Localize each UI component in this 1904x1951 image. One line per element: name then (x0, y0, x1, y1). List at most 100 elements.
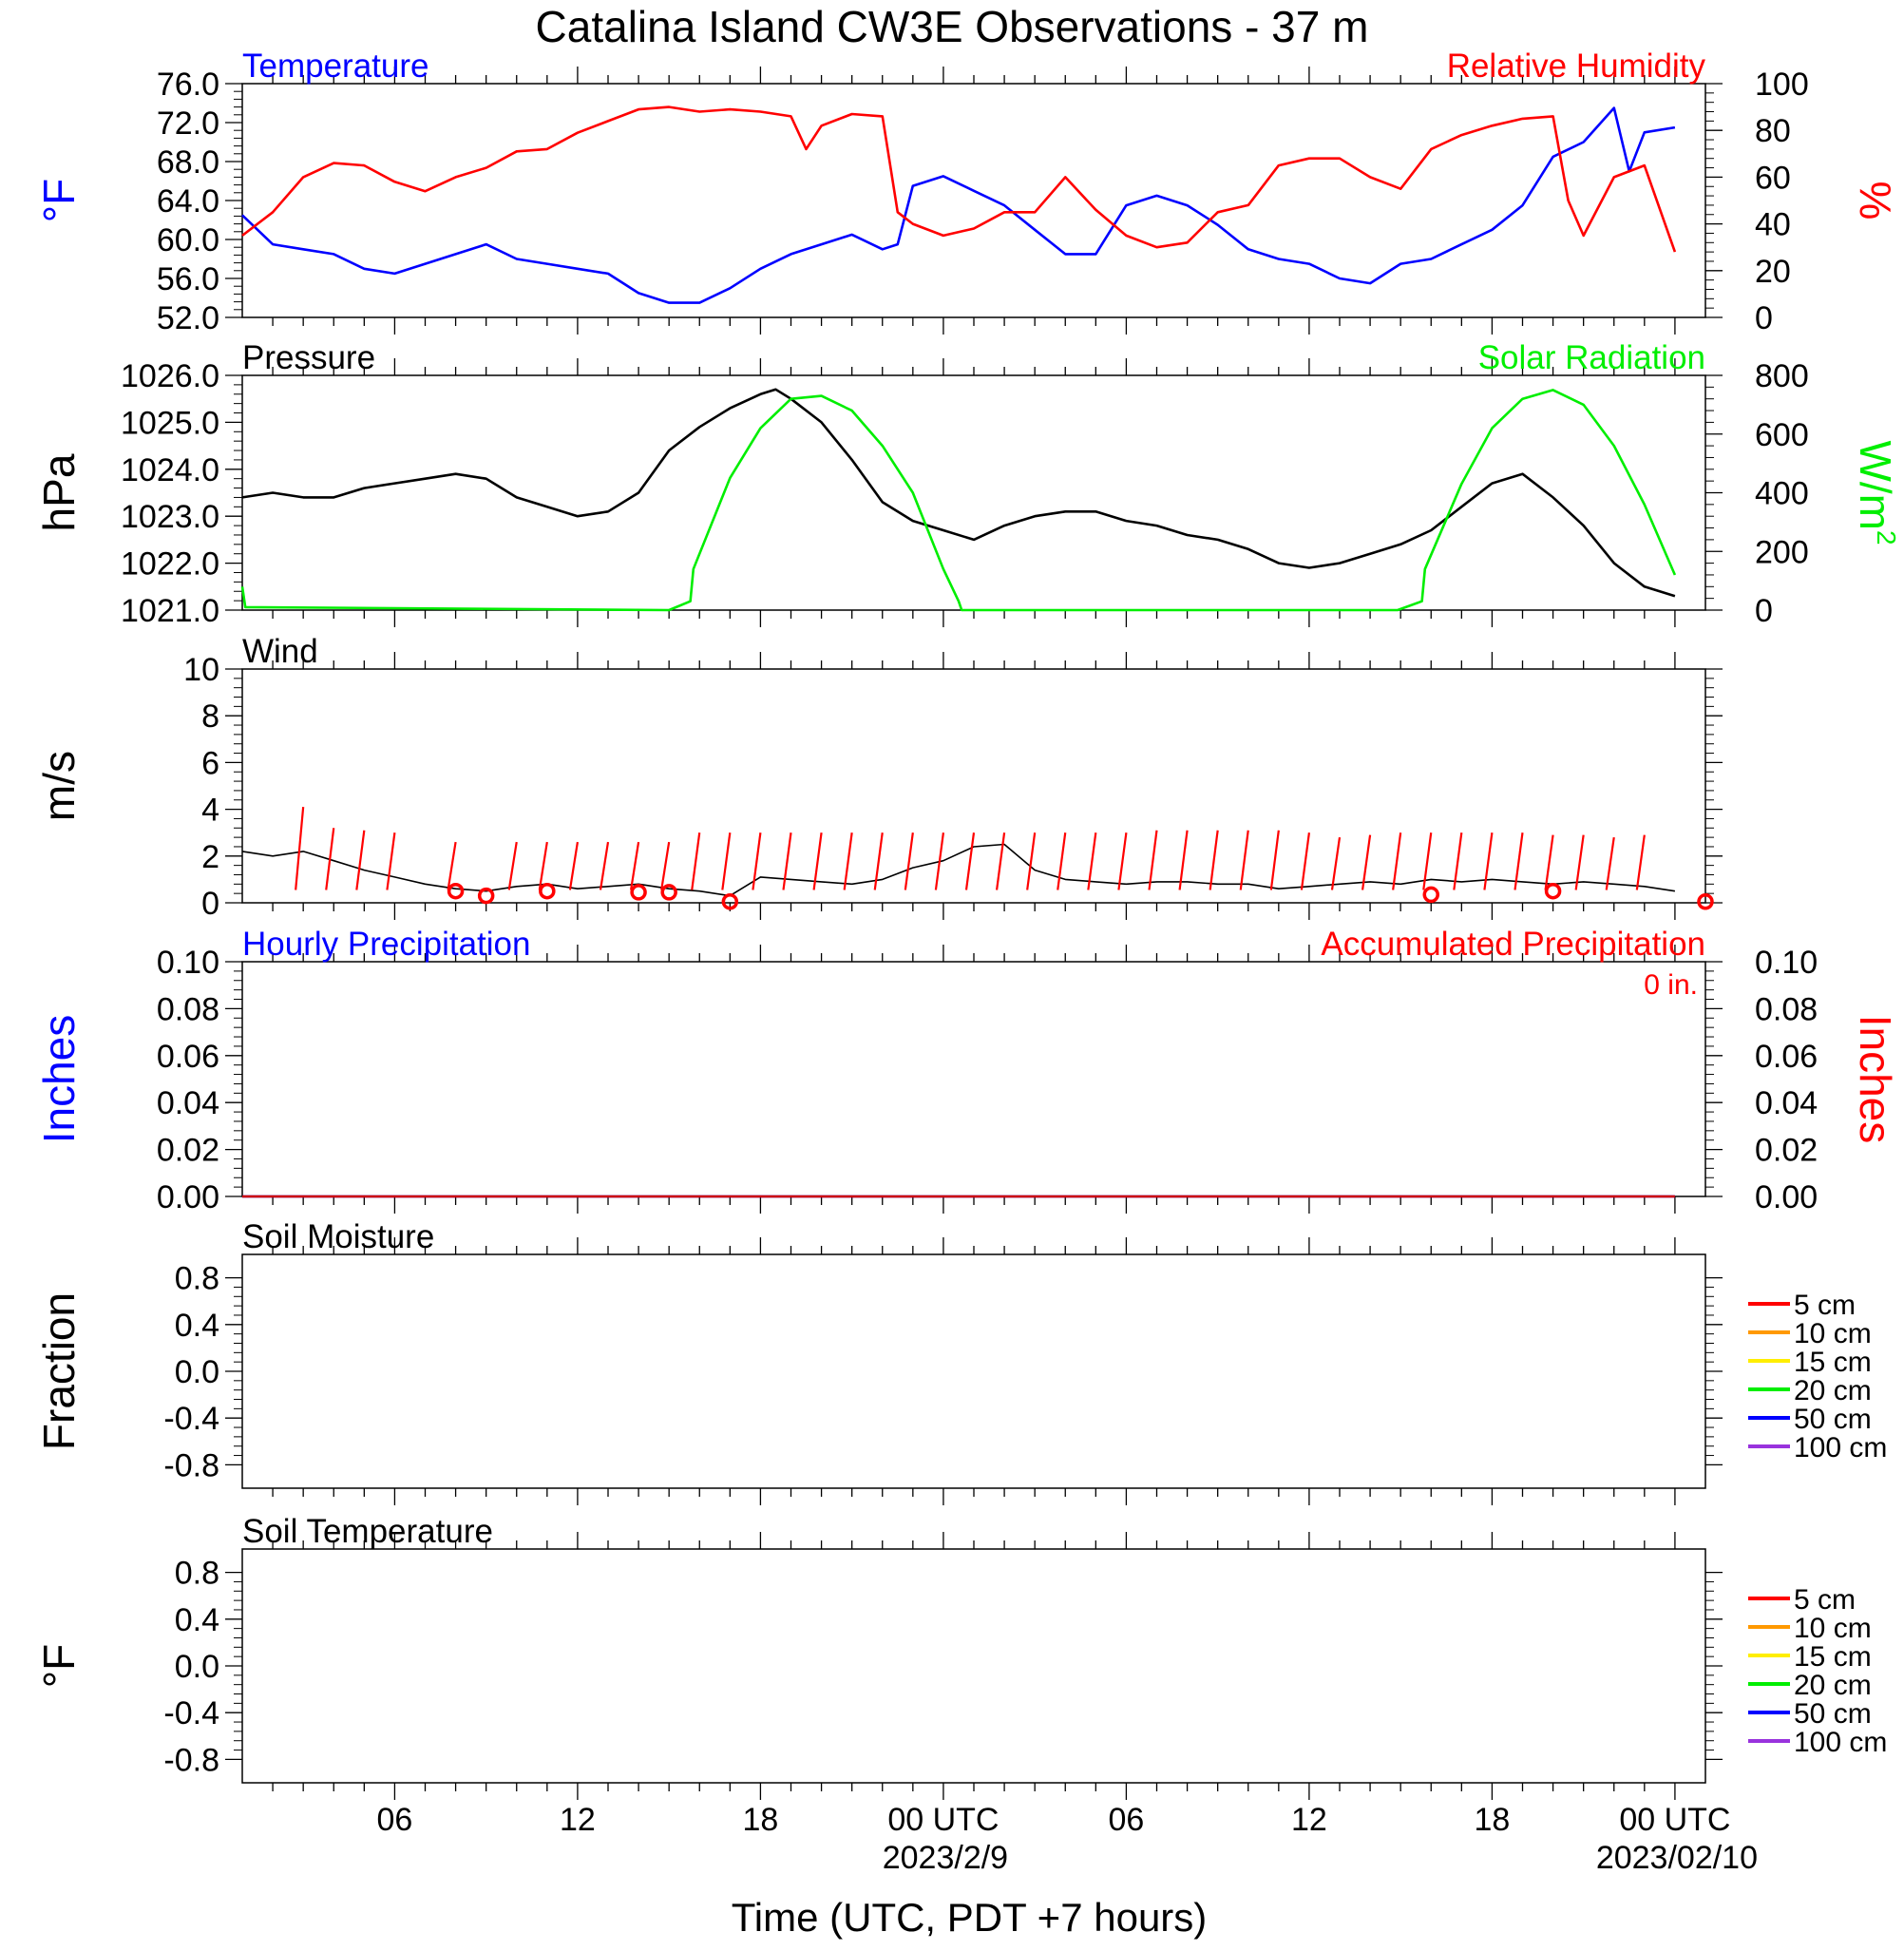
y-tick-label: 0.8 (175, 1556, 219, 1592)
wind-barb (386, 832, 396, 890)
panel-title-right: Accumulated Precipitation (1321, 926, 1705, 963)
y-tick-label-right: 0.00 (1755, 1179, 1818, 1215)
chart-title: Catalina Island CW3E Observations - 37 m (536, 2, 1369, 51)
y-tick-label: 8 (201, 698, 219, 735)
y-axis-label: Inches (34, 1015, 84, 1144)
series-line-relative-humidity (241, 105, 1677, 253)
panels: 52.056.060.064.068.072.076.0020406080100… (34, 48, 1901, 1800)
x-tick-label: 12 (1291, 1802, 1327, 1838)
y-tick-label: 0.08 (157, 991, 219, 1027)
y-tick-label-right: 0 (1755, 593, 1773, 629)
y-tick-label-right: 60 (1755, 160, 1791, 196)
x-axis-label: Time (UTC, PDT +7 hours) (732, 1895, 1208, 1940)
accumulated-total: 0 in. (1644, 969, 1698, 1001)
y-tick-label-right: 800 (1755, 358, 1809, 394)
panel-title: Wind (242, 633, 318, 670)
y-tick-label: 1021.0 (121, 593, 219, 629)
wind-barb (507, 841, 518, 890)
wind-barb (1453, 832, 1463, 890)
legend-label: 20 cm (1794, 1375, 1872, 1406)
y-tick-label-right: 100 (1755, 67, 1809, 103)
wind-barb (1330, 836, 1342, 890)
wind-barb (1209, 830, 1219, 890)
wind-barb (1392, 832, 1402, 890)
y-tick-label: 52.0 (157, 300, 219, 336)
wind-barb (1361, 834, 1372, 890)
y-tick-label-right: 40 (1755, 207, 1791, 243)
y-tick-label: 0.06 (157, 1039, 219, 1075)
wind-barb (752, 832, 762, 890)
y-tick-label: 0.02 (157, 1133, 219, 1169)
plot-frame (241, 1548, 1706, 1784)
wind-barb (1635, 834, 1646, 890)
y-tick-label: 60.0 (157, 222, 219, 258)
wind-barb (355, 830, 366, 890)
wind-barb (538, 841, 548, 890)
legend-label: 15 cm (1794, 1641, 1872, 1673)
legend-label: 20 cm (1794, 1670, 1872, 1701)
panel-wind: 0 2 4 6 8 10 Wind m/s (34, 633, 1723, 922)
x-tick-label: 00 UTC (887, 1802, 999, 1838)
wind-barb (691, 832, 701, 890)
y-tick-label: 6 (201, 745, 219, 781)
y-tick-label: 68.0 (157, 144, 219, 181)
y-tick-label: 4 (201, 793, 219, 829)
y-tick-label: 72.0 (157, 105, 219, 142)
calm-marker (1422, 886, 1439, 904)
y-tick-label: 1025.0 (121, 405, 219, 441)
series-line-pressure (241, 388, 1676, 598)
panel-pressure_solar: 1021.0 1022.0 1023.0 1024.0 1025.0 1026.0 0 200… (34, 339, 1901, 629)
y-tick-label: 0.4 (175, 1308, 219, 1344)
y-tick-label-right: 0.02 (1755, 1133, 1818, 1169)
x-tick-label: 18 (743, 1802, 779, 1838)
wind-barb (1239, 830, 1249, 890)
y-axis-label-right: % (1851, 182, 1900, 220)
calm-marker (721, 893, 739, 910)
y-tick-label: -0.8 (163, 1742, 219, 1778)
legend-label: 50 cm (1794, 1698, 1872, 1730)
y-tick-label: 76.0 (157, 67, 219, 103)
wind-barb (1300, 832, 1311, 890)
y-tick-label-right: 0 (1755, 300, 1773, 336)
legend-label: 100 cm (1794, 1432, 1887, 1463)
wind-barb (812, 832, 823, 890)
y-axis-label: °F (34, 1644, 84, 1689)
y-tick-label: -0.4 (163, 1401, 219, 1437)
series-line-temperature (241, 106, 1676, 304)
wind-barb (295, 807, 305, 890)
wind-barb (568, 841, 580, 890)
panel-title-right: Solar Radiation (1478, 339, 1705, 376)
wind-barb (1514, 832, 1524, 890)
y-axis-label: m/s (34, 751, 84, 821)
y-axis-label: Fraction (34, 1292, 84, 1450)
panel-title: Pressure (242, 339, 375, 376)
x-tick-label: 18 (1475, 1802, 1511, 1838)
y-tick-label: 1024.0 (121, 452, 219, 488)
wind-barb (599, 841, 610, 890)
y-tick-label: 0.00 (157, 1179, 219, 1215)
plot-frame (241, 374, 1706, 611)
panel-title: Soil Temperature (242, 1513, 493, 1550)
wind-barb (1483, 832, 1494, 890)
wind-barb (1026, 832, 1037, 890)
wind-barb (1544, 834, 1554, 890)
y-tick-label: 56.0 (157, 261, 219, 297)
calm-marker (539, 882, 556, 900)
wind-barb (1422, 832, 1433, 890)
y-tick-label-right: 80 (1755, 113, 1791, 149)
x-tick-label: 00 UTC (1619, 1802, 1730, 1838)
wind-barb (325, 828, 335, 890)
panel-title-right: Relative Humidity (1447, 48, 1706, 85)
x-date-label: 2023/2/9 (883, 1840, 1008, 1876)
wind-barb (447, 841, 457, 890)
plot-frame (241, 1253, 1706, 1489)
y-tick-label-right: 0.10 (1755, 945, 1818, 981)
wind-barb (995, 832, 1006, 890)
plot-frame (241, 83, 1706, 318)
legend-label: 15 cm (1794, 1347, 1872, 1378)
wind-barb (1605, 836, 1615, 890)
y-tick-label-right: 400 (1755, 476, 1809, 512)
wind-barb (721, 832, 732, 890)
calm-marker (1544, 882, 1562, 900)
